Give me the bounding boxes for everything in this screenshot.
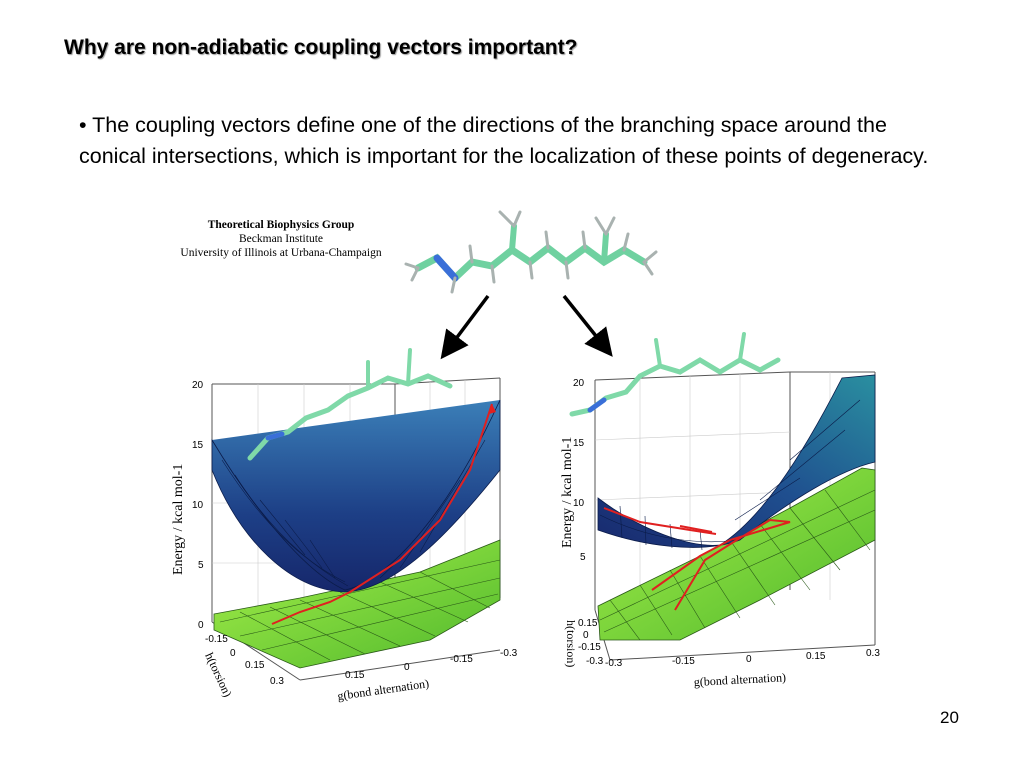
left-g-tick: -0.15 (450, 654, 473, 665)
left-h-tick: 0 (230, 648, 236, 659)
left-path (271, 403, 493, 625)
right-h-tick: 0 (583, 630, 589, 641)
right-ylabel: Energy / kcal mol-1 (560, 437, 575, 548)
credit-block: Theoretical Biophysics Group Beckman Ins… (170, 218, 392, 260)
right-g-tick: 0.3 (866, 648, 880, 659)
credit-university: University of Illinois at Urbana-Champai… (180, 247, 382, 259)
left-g-tick: 0 (404, 662, 410, 673)
right-plot: 20 15 10 5 0.15 0 -0.15 -0.3 -0.3 -0.15 … (560, 332, 880, 689)
right-h-tick: -0.15 (578, 642, 601, 653)
left-z-tick: 20 (192, 380, 204, 391)
bullet-text: • The coupling vectors define one of the… (79, 113, 929, 168)
right-h-tick: -0.3 (586, 656, 604, 667)
right-h-label: h(torsion) (564, 620, 578, 667)
right-g-tick: -0.15 (672, 656, 695, 667)
left-z-tick: 5 (198, 560, 204, 571)
right-g-label: g(bond alternation) (693, 670, 786, 689)
top-molecule (404, 210, 658, 294)
right-g-tick: -0.3 (605, 658, 623, 669)
right-z-tick: 5 (580, 552, 586, 563)
left-h-tick: -0.15 (205, 634, 228, 645)
right-path (603, 507, 791, 611)
arrow-left (440, 294, 490, 360)
left-z-tick: 0 (198, 620, 204, 631)
right-molecule (569, 332, 781, 417)
left-z-tick: 15 (192, 440, 204, 451)
right-h-tick: 0.15 (578, 618, 598, 629)
credit-group: Theoretical Biophysics Group (207, 219, 355, 231)
left-plot: 20 15 10 5 0 -0.15 0 0.15 0.3 0.15 0 -0.… (171, 348, 518, 703)
arrow-right (562, 294, 613, 357)
right-upper-surface (597, 374, 876, 548)
left-g-tick: -0.3 (500, 648, 518, 659)
right-z-tick: 15 (573, 438, 585, 449)
credit-institute: Beckman Institute (239, 233, 323, 245)
left-g-tick: 0.15 (345, 670, 365, 681)
left-z-tick: 10 (192, 500, 204, 511)
left-molecule (247, 348, 453, 461)
slide-title: Why are non-adiabatic coupling vectors i… (64, 36, 578, 59)
page-number: 20 (940, 708, 959, 727)
right-z-tick: 10 (573, 498, 585, 509)
right-g-tick: 0 (746, 654, 752, 665)
left-h-tick: 0.3 (270, 676, 284, 687)
left-ylabel: Energy / kcal mol-1 (171, 464, 186, 575)
right-lower-surface (597, 467, 876, 641)
right-g-tick: 0.15 (806, 651, 826, 662)
right-z-tick: 20 (573, 378, 585, 389)
left-h-tick: 0.15 (245, 660, 265, 671)
